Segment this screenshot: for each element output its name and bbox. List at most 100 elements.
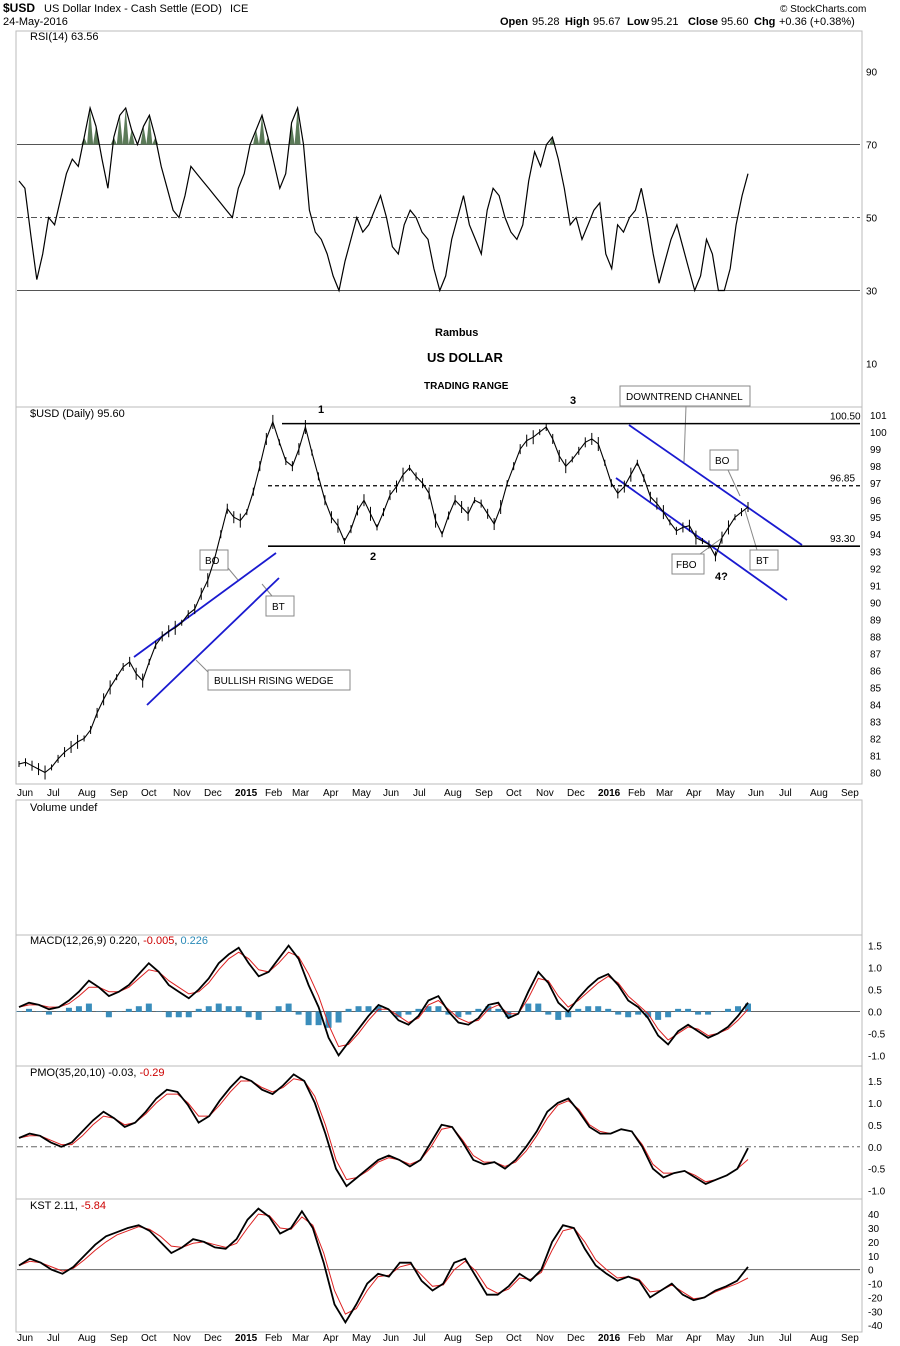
header-name: US Dollar Index - Cash Settle (EOD) <box>44 3 222 15</box>
x-tick-label: Mar <box>656 1333 674 1344</box>
rsi-overbought-fill <box>122 108 129 145</box>
macd-histogram-bar <box>405 1011 412 1015</box>
downtrend-channel-callout: DOWNTREND CHANNEL <box>619 385 751 463</box>
x-tick-label: Nov <box>536 788 554 799</box>
header-high-label: High <box>565 16 590 28</box>
macd-histogram-bar <box>545 1011 552 1015</box>
macd-histogram-bar <box>45 1011 52 1015</box>
trough-2-label: 2 <box>370 551 376 563</box>
macd-histogram-bar <box>345 1008 352 1012</box>
pmo-legend-v1: -0.03 <box>108 1067 133 1079</box>
macd-histogram-bar <box>325 1011 332 1028</box>
macd-histogram-bar <box>585 1006 592 1012</box>
price-ytick: 98 <box>870 462 882 473</box>
x-tick-label: Jul <box>47 788 60 799</box>
x-tick-label: Dec <box>204 1333 222 1344</box>
rsi-overbought-fill <box>294 108 301 145</box>
g-kst-ytick: -30 <box>868 1307 883 1318</box>
x-tick-label: 2015 <box>235 1333 258 1344</box>
g-kst-ytick: 30 <box>868 1224 880 1235</box>
header-open: 95.28 <box>532 16 560 28</box>
macd-histogram-bar <box>605 1008 612 1012</box>
macd-histogram-bar <box>665 1011 672 1018</box>
macd-histogram-bar <box>315 1011 322 1026</box>
x-tick-label: Sep <box>110 788 128 799</box>
macd-histogram-bar <box>185 1011 192 1018</box>
macd-histogram-bar <box>595 1006 602 1012</box>
level-label-93.30: 93.30 <box>830 534 855 545</box>
price-ytick: 83 <box>870 717 882 728</box>
macd-histogram-bar <box>635 1011 642 1015</box>
macd-histogram-bar <box>255 1011 262 1020</box>
macd-histogram-bar <box>575 1008 582 1012</box>
price-ytick: 82 <box>870 734 882 745</box>
x-tick-label: Oct <box>141 1333 157 1344</box>
pmo-legend: PMO(35,20,10) -0.03, -0.29 <box>30 1067 165 1079</box>
x-tick-label: Jul <box>779 1333 792 1344</box>
x-tick-label: Nov <box>173 1333 191 1344</box>
header-exchange: ICE <box>230 3 248 15</box>
g-pmo-ytick: 1.0 <box>868 1099 882 1110</box>
x-tick-label: Aug <box>444 1333 462 1344</box>
pmo-panel <box>15 1065 863 1200</box>
x-tick-label: Sep <box>475 1333 493 1344</box>
macd-histogram-bar <box>35 1011 42 1012</box>
macd-histogram-bar <box>385 1011 392 1012</box>
header-symbol: $USD <box>3 1 35 15</box>
rsi-ytick: 90 <box>866 68 878 79</box>
header-open-label: Open <box>500 16 528 28</box>
macd-histogram-bar <box>495 1008 502 1012</box>
x-tick-label: May <box>716 788 735 799</box>
price-ytick: 86 <box>870 666 882 677</box>
g-pmo-ytick: 0.0 <box>868 1143 882 1154</box>
bt-label-left: BT <box>272 602 285 613</box>
macd-histogram-bar <box>535 1003 542 1012</box>
header-low-label: Low <box>627 16 649 28</box>
rsi-layer: 10 30 50 70 90 <box>17 68 878 371</box>
price-ytick: 91 <box>870 581 882 592</box>
g-pmo-ytick: -1.0 <box>868 1187 886 1198</box>
x-tick-label: Jun <box>383 1333 399 1344</box>
x-tick-label: May <box>352 788 371 799</box>
macd-histogram-bar <box>55 1011 62 1012</box>
macd-histogram-bar <box>395 1011 402 1018</box>
x-tick-label: Aug <box>810 788 828 799</box>
x-tick-label: Feb <box>265 1333 283 1344</box>
macd-histogram-bar <box>225 1006 232 1012</box>
macd-histogram-bar <box>555 1011 562 1020</box>
downtrend-channel-label: DOWNTREND CHANNEL <box>626 392 743 403</box>
wedge-lower-line <box>146 577 280 706</box>
macd-histogram-bar <box>245 1011 252 1018</box>
macd-histogram-bar <box>155 1011 162 1012</box>
x-tick-label: Mar <box>292 788 310 799</box>
price-ytick: 88 <box>870 632 882 643</box>
macd-histogram-bar <box>655 1011 662 1020</box>
rsi-overbought-fill <box>140 126 147 145</box>
us-dollar-label: US DOLLAR <box>427 350 503 365</box>
g-kst-ytick: 20 <box>868 1238 880 1249</box>
x-tick-label: Feb <box>628 788 646 799</box>
x-tick-label: Dec <box>567 788 585 799</box>
macd-histogram-bar <box>475 1008 482 1012</box>
macd-histogram-bar <box>285 1003 292 1012</box>
macd-legend-v2: -0.005 <box>143 935 174 947</box>
x-tick-label: Aug <box>810 1333 828 1344</box>
rambus-label: Rambus <box>435 327 478 339</box>
macd-legend-v3: 0.226 <box>180 935 208 947</box>
x-tick-label: May <box>352 1333 371 1344</box>
macd-histogram-bar <box>675 1008 682 1012</box>
x-tick-label: Aug <box>78 788 96 799</box>
macd-histogram-bar <box>365 1006 372 1012</box>
price-ytick: 100 <box>870 428 887 439</box>
bo-label-left: BO <box>205 556 220 567</box>
x-tick-label: Aug <box>78 1333 96 1344</box>
g-pmo-ytick: 1.5 <box>868 1077 882 1088</box>
x-tick-label: Nov <box>536 1333 554 1344</box>
macd-histogram-bar <box>465 1011 472 1015</box>
x-tick-label: Apr <box>686 788 702 799</box>
macd-histogram-bar <box>705 1011 712 1015</box>
price-ytick: 97 <box>870 479 882 490</box>
level-label-100.50: 100.50 <box>830 412 861 423</box>
header-low: 95.21 <box>651 16 679 28</box>
